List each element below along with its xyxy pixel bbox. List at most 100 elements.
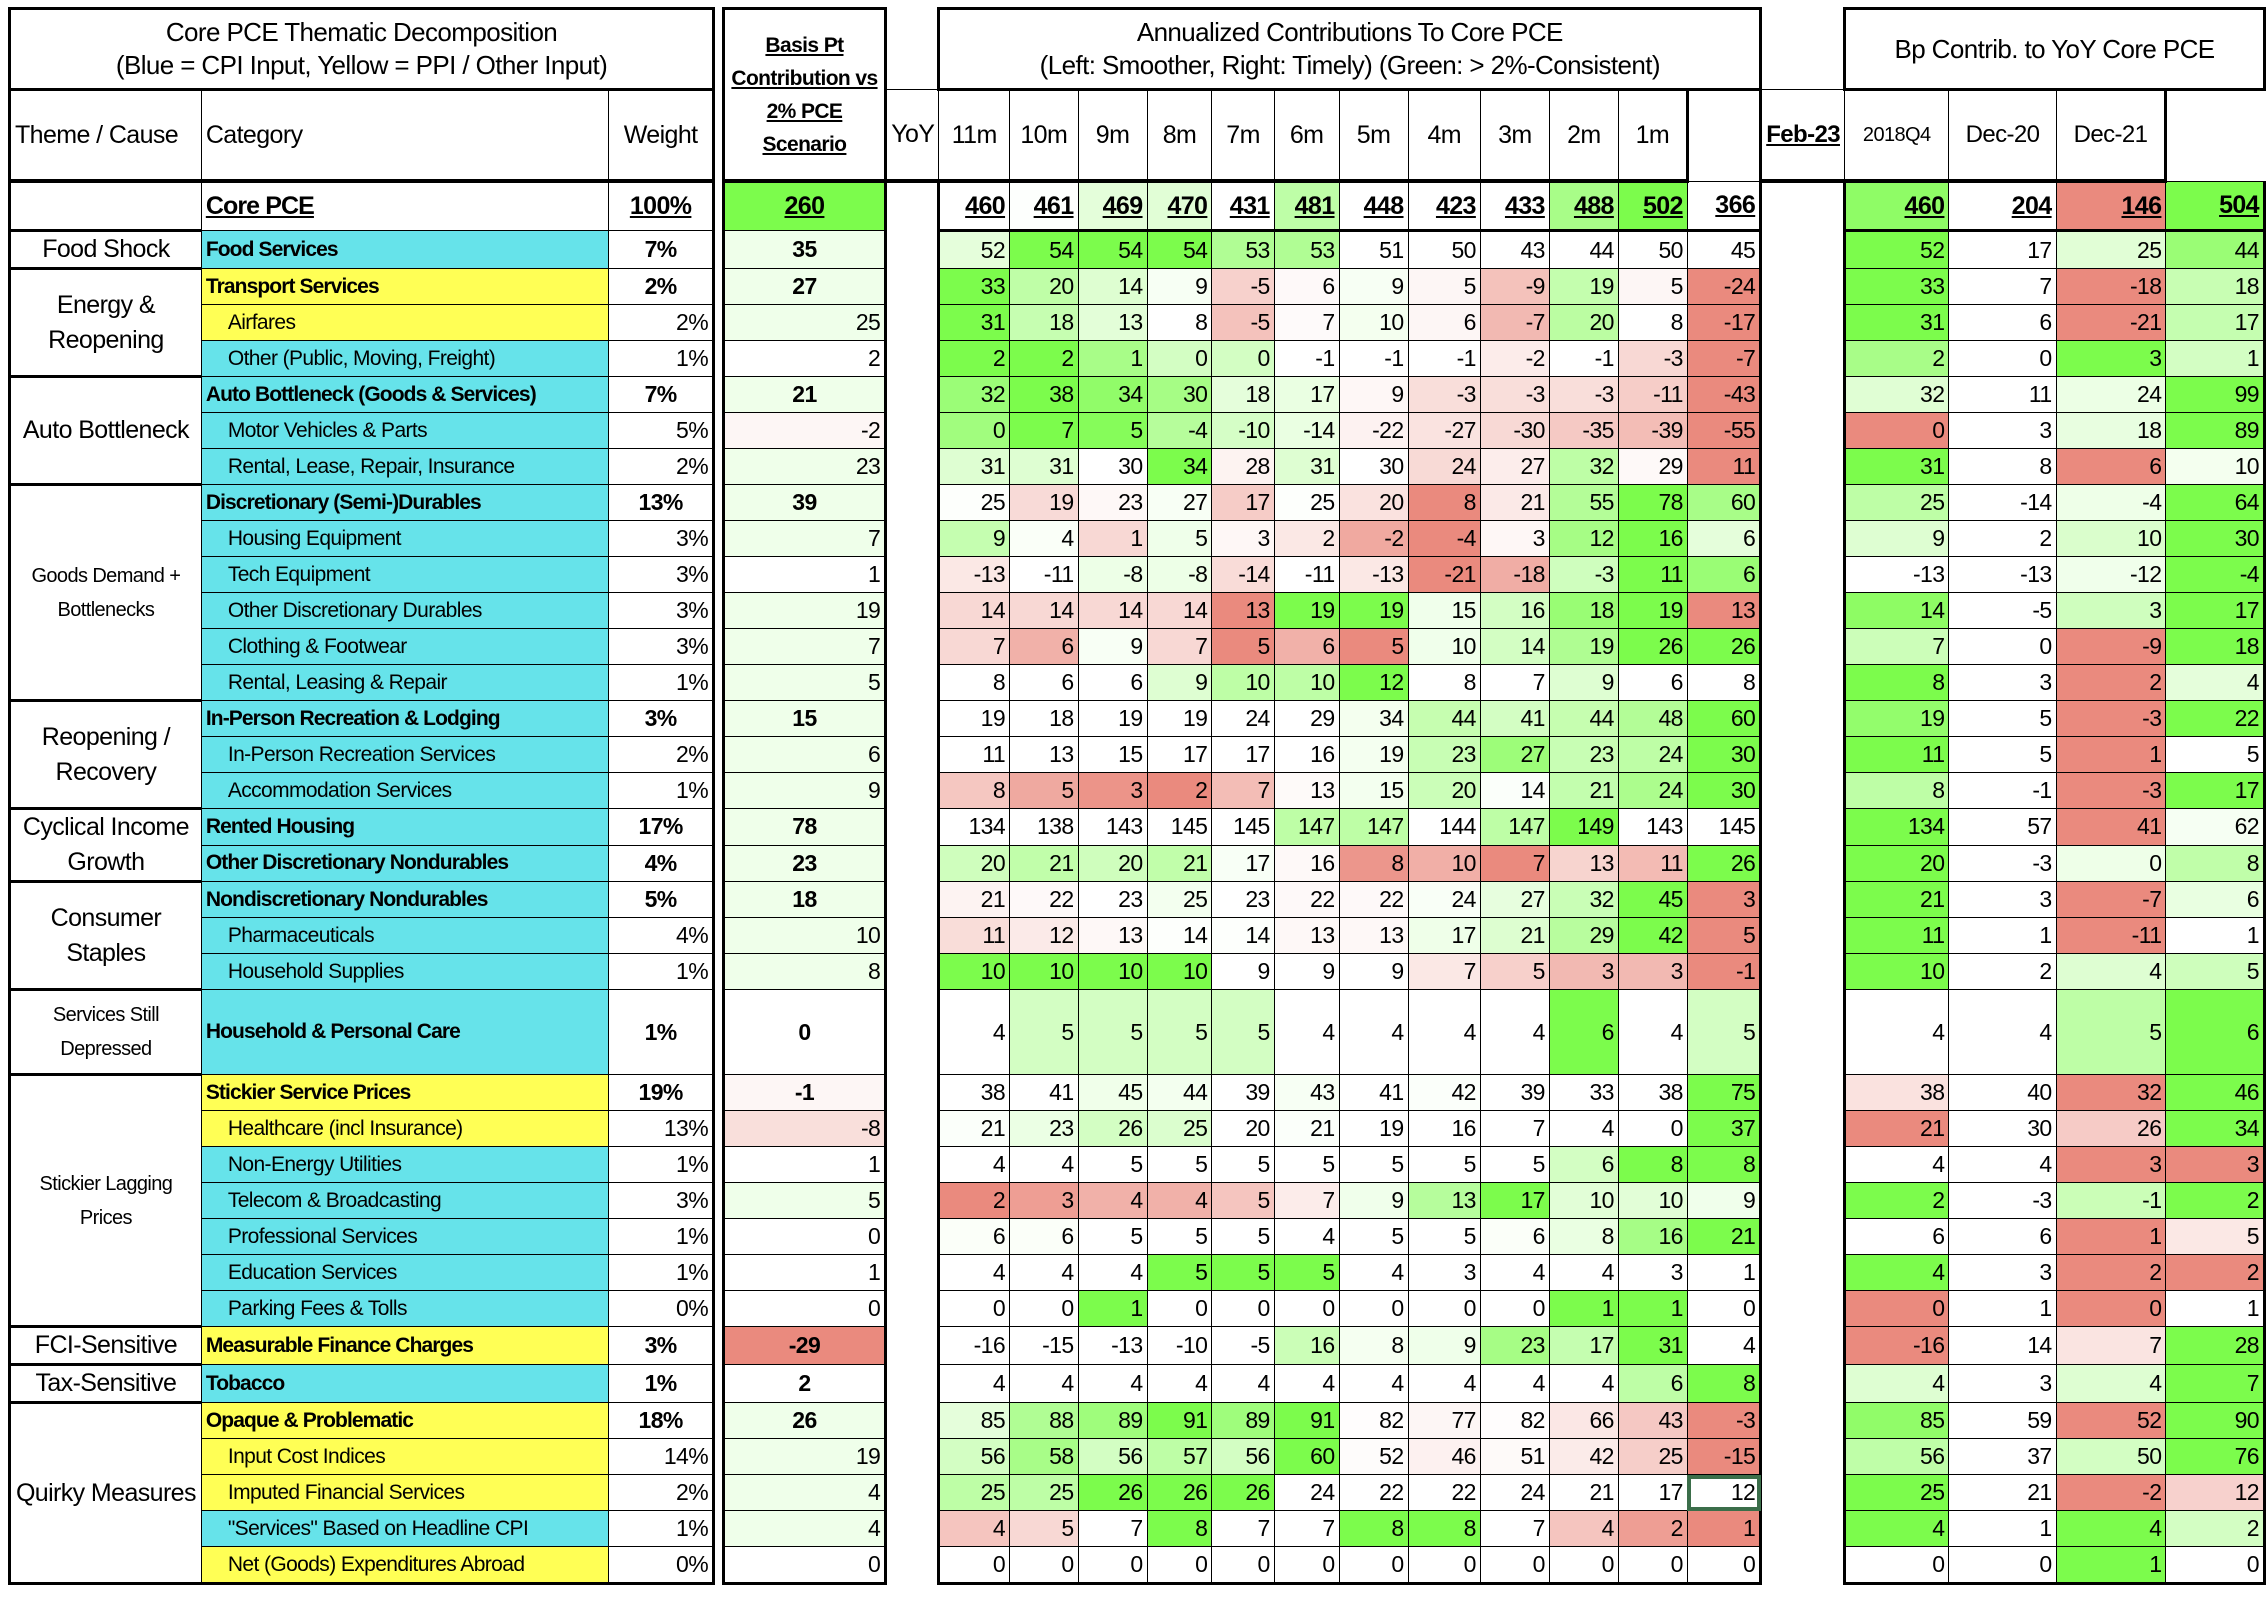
annualized-value-YoY: 0 bbox=[937, 412, 1011, 449]
annual-title-line-1: Annualized Contributions To Core PCE bbox=[1136, 17, 1564, 47]
annualized-value-11m: 6 bbox=[1009, 664, 1079, 701]
period-header-2m: 2m bbox=[1548, 89, 1619, 183]
weight-value: 1% bbox=[608, 1510, 716, 1547]
annualized-value-YoY: 2 bbox=[937, 340, 1011, 377]
table-row: Household Supplies 1% 8 10 10 10 10 9 9 9 7 5 3 3 -1 10… bbox=[10, 953, 2266, 990]
annualized-value-6m: 5 bbox=[1338, 1218, 1409, 1255]
annualized-value-7m: 19 bbox=[1273, 592, 1340, 629]
category-name: Parking Fees & Tolls bbox=[200, 1290, 610, 1327]
annualized-value-2m: 3 bbox=[1617, 1254, 1688, 1291]
annualized-value-YoY: 134 bbox=[937, 808, 1011, 846]
annualized-value-11m: 10 bbox=[1009, 953, 1079, 990]
annualized-value-8m: 23 bbox=[1211, 881, 1275, 918]
table-row: Cyclical Income Growth Rented Housing 17% 7… bbox=[8, 808, 2266, 883]
bp-contrib-value-Dec-20: 7 bbox=[2055, 1326, 2167, 1365]
annualized-value-YoY: 0 bbox=[937, 1546, 1011, 1585]
bp-contrib-value-Dec-21: 62 bbox=[2165, 808, 2266, 846]
table-row: Parking Fees & Tolls 0% 0 0 0 1 0 0 0 0 0 0 1 1 0 0 1 0 1 bbox=[10, 1290, 2266, 1327]
period-header-11m: 11m bbox=[938, 89, 1011, 183]
bp-contrib-value-Dec-20: 1 bbox=[2055, 1218, 2167, 1255]
theme-label: Cyclical Income Growth bbox=[8, 808, 202, 883]
annualized-value-5m: 3 bbox=[1407, 1254, 1481, 1291]
basis-pt-value: 21 bbox=[721, 376, 888, 413]
category-name: Core PCE bbox=[200, 180, 610, 231]
basis-pt-value: 5 bbox=[721, 1182, 888, 1219]
category-name: Other Discretionary Durables bbox=[200, 592, 610, 629]
gap bbox=[1760, 1546, 1845, 1584]
annualized-value-7m: 60 bbox=[1273, 1438, 1340, 1475]
annualized-value-9m: 7 bbox=[1146, 628, 1213, 665]
annualized-value-8m: 39 bbox=[1211, 1074, 1275, 1111]
annualized-value-YoY: 20 bbox=[937, 844, 1011, 882]
annualized-value-7m: 6 bbox=[1273, 268, 1340, 305]
annualized-value-4m: 43 bbox=[1479, 230, 1550, 269]
annualized-value-1m: 8 bbox=[1686, 1364, 1763, 1403]
gap bbox=[1760, 8, 1845, 90]
annualized-value-1m: 21 bbox=[1686, 1218, 1763, 1255]
weight-column-header: Weight bbox=[608, 89, 716, 183]
gap bbox=[885, 304, 939, 341]
bp-contrib-value-Dec-20: 2 bbox=[2055, 1254, 2167, 1291]
bp-contrib-value-2018Q4: 6 bbox=[1948, 1218, 2057, 1255]
basis-pt-value: 1 bbox=[721, 1146, 888, 1183]
bp-contrib-value-Dec-20: -2 bbox=[2055, 1474, 2167, 1511]
annualized-value-4m: -2 bbox=[1479, 340, 1550, 377]
annualized-value-9m: 44 bbox=[1146, 1074, 1213, 1111]
bp-contrib-value-Dec-20: 50 bbox=[2055, 1438, 2167, 1475]
period-header-7m: 7m bbox=[1211, 89, 1275, 183]
annualized-value-3m: 21 bbox=[1548, 772, 1619, 809]
annualized-value-3m: 488 bbox=[1548, 180, 1619, 232]
weight-value: 17% bbox=[608, 808, 716, 846]
bp-contrib-value-Feb-23: 0 bbox=[1842, 1290, 1950, 1327]
annualized-value-5m: 5 bbox=[1407, 268, 1481, 305]
table-row: Services Still Depressed Household & Pers… bbox=[8, 989, 2266, 1076]
category-name: Motor Vehicles & Parts bbox=[200, 412, 610, 449]
gap bbox=[1760, 1290, 1845, 1327]
annualized-value-1m: 5 bbox=[1686, 989, 1763, 1075]
annualized-value-4m: 3 bbox=[1479, 520, 1550, 557]
gap bbox=[1760, 520, 1845, 557]
annualized-value-YoY: -13 bbox=[937, 556, 1011, 593]
weight-value: 1% bbox=[608, 1254, 716, 1291]
bp-contrib-value-Dec-21: 2 bbox=[2165, 1254, 2266, 1291]
annualized-value-YoY: 31 bbox=[937, 448, 1011, 485]
annualized-value-8m: 18 bbox=[1211, 376, 1275, 413]
period-header-10m: 10m bbox=[1009, 89, 1079, 183]
bp-contrib-value-Feb-23: 4 bbox=[1842, 1146, 1950, 1183]
annualized-value-8m: 17 bbox=[1211, 736, 1275, 773]
annualized-value-2m: 2 bbox=[1617, 1510, 1688, 1547]
bp-contrib-value-Dec-20: -9 bbox=[2055, 628, 2167, 665]
gap bbox=[885, 8, 939, 90]
gap bbox=[1760, 845, 1845, 882]
annualized-value-2m: 29 bbox=[1617, 448, 1688, 485]
bp-contrib-value-Feb-23: -16 bbox=[1842, 1326, 1950, 1365]
bp-contrib-value-Dec-20: 10 bbox=[2055, 520, 2167, 557]
annualized-value-9m: 8 bbox=[1146, 1510, 1213, 1547]
annualized-value-10m: 26 bbox=[1077, 1110, 1148, 1147]
gap bbox=[713, 1074, 724, 1111]
annualized-value-3m: 21 bbox=[1548, 1474, 1619, 1511]
annualized-value-1m: 3 bbox=[1686, 881, 1763, 918]
annualized-value-11m: 5 bbox=[1009, 772, 1079, 809]
category-name: Net (Goods) Expenditures Abroad bbox=[200, 1546, 610, 1585]
basis-pt-value: 0 bbox=[721, 1546, 888, 1585]
annualized-value-2m: 0 bbox=[1617, 1546, 1688, 1585]
gap bbox=[1760, 230, 1845, 269]
annualized-value-9m: 26 bbox=[1146, 1474, 1213, 1511]
annualized-value-9m: 8 bbox=[1146, 304, 1213, 341]
annualized-value-7m: -1 bbox=[1273, 340, 1340, 377]
annualized-value-3m: 29 bbox=[1548, 917, 1619, 954]
weight-value: 1% bbox=[608, 953, 716, 990]
weight-value: 3% bbox=[608, 1182, 716, 1219]
annualized-value-8m: 4 bbox=[1211, 1364, 1275, 1403]
basis-pt-value: 4 bbox=[721, 1474, 888, 1511]
annualized-value-3m: 19 bbox=[1548, 628, 1619, 665]
basis-pt-value: 8 bbox=[721, 953, 888, 990]
annualized-value-11m: 41 bbox=[1009, 1074, 1079, 1111]
annualized-value-8m: 145 bbox=[1211, 808, 1275, 846]
gap bbox=[713, 230, 724, 269]
annualized-value-1m: 26 bbox=[1686, 844, 1763, 882]
gap bbox=[1760, 917, 1845, 954]
annualized-value-4m: 0 bbox=[1479, 1546, 1550, 1585]
annualized-value-10m: 0 bbox=[1077, 1546, 1148, 1585]
